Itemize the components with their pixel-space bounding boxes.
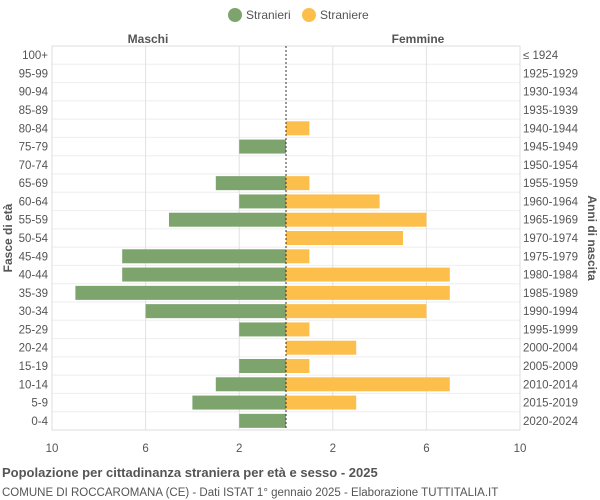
birth-year-label: 1935-1939 <box>523 105 578 117</box>
age-group-label: 80-84 <box>19 123 49 135</box>
birth-year-label: 2005-2009 <box>523 361 578 373</box>
x-tick-label: 10 <box>46 443 59 455</box>
x-tick-label: 2 <box>236 443 242 455</box>
bar-straniere-80-84 <box>286 121 310 136</box>
birth-year-label: 1980-1984 <box>523 270 579 282</box>
bar-straniere-40-44 <box>286 267 450 282</box>
legend: Stranieri Straniere <box>228 8 369 22</box>
x-tick-label: 6 <box>423 443 429 455</box>
age-group-label: 50-54 <box>19 233 49 245</box>
birth-year-labels: ≤ 1924 1925-1929 1930-1934 1935-1939 1940-19… <box>523 50 579 428</box>
bar-straniere-60-64 <box>286 194 380 209</box>
age-group-label: 90-94 <box>19 87 49 99</box>
age-group-label: 75-79 <box>19 142 48 154</box>
age-group-label: 35-39 <box>19 288 48 300</box>
birth-year-label: 2020-2024 <box>523 416 579 428</box>
birth-year-label: 1955-1959 <box>523 178 578 190</box>
birth-year-label: 1940-1944 <box>523 123 579 135</box>
bar-straniere-50-54 <box>286 231 403 245</box>
bar-straniere-20-24 <box>286 340 357 355</box>
legend-marker-stranieri <box>228 8 242 22</box>
bar-stranieri-60-64 <box>239 194 286 209</box>
birth-year-label: 1950-1954 <box>523 160 579 172</box>
birth-year-label: 1990-1994 <box>523 306 579 318</box>
bar-straniere-10-14 <box>286 377 450 392</box>
birth-year-label: 1925-1929 <box>523 68 578 80</box>
age-group-label: 85-89 <box>19 105 48 117</box>
birth-year-label: 1975-1979 <box>523 251 578 263</box>
age-group-label: 20-24 <box>19 343 49 355</box>
age-group-label: 10-14 <box>19 379 49 391</box>
bar-stranieri-35-39 <box>75 285 287 300</box>
birth-year-label: 2000-2004 <box>523 343 579 355</box>
birth-year-label: ≤ 1924 <box>523 50 559 62</box>
birth-year-label: 2010-2014 <box>523 379 579 391</box>
birth-year-label: 2015-2019 <box>523 398 578 410</box>
left-group-label: Maschi <box>128 32 169 46</box>
age-group-label: 100+ <box>22 50 48 62</box>
x-tick-label: 10 <box>514 443 527 455</box>
bars <box>75 121 450 428</box>
birth-year-label: 1985-1989 <box>523 288 578 300</box>
age-group-label: 65-69 <box>19 178 48 190</box>
age-group-label: 45-49 <box>19 251 48 263</box>
bar-stranieri-75-79 <box>239 139 286 154</box>
legend-marker-straniere <box>302 8 316 22</box>
legend-label-stranieri: Stranieri <box>246 8 291 22</box>
age-group-label: 95-99 <box>19 68 48 80</box>
birth-year-label: 1945-1949 <box>523 142 578 154</box>
age-group-label: 60-64 <box>19 196 49 208</box>
x-tick-label: 6 <box>142 443 148 455</box>
bar-straniere-25-29 <box>286 322 310 337</box>
age-group-label: 40-44 <box>19 270 49 282</box>
age-group-label: 30-34 <box>19 306 49 318</box>
bar-straniere-45-49 <box>286 249 310 264</box>
birth-year-label: 1970-1974 <box>523 233 579 245</box>
bar-stranieri-65-69 <box>215 176 286 191</box>
bar-stranieri-30-34 <box>145 304 286 319</box>
age-group-label: 70-74 <box>19 160 49 172</box>
bar-straniere-65-69 <box>286 176 310 191</box>
bar-stranieri-45-49 <box>122 249 286 264</box>
y-axis-title-right: Anni di nascita <box>585 195 599 281</box>
bar-straniere-30-34 <box>286 304 427 319</box>
age-group-label: 55-59 <box>19 215 48 227</box>
bar-stranieri-10-14 <box>215 377 286 392</box>
birth-year-label: 1930-1934 <box>523 87 579 99</box>
x-tick-labels: 2 2 6 6 10 10 <box>46 443 527 455</box>
right-group-label: Femmine <box>392 32 445 46</box>
x-tick-label: 2 <box>330 443 336 455</box>
y-axis-title-left: Fasce di età <box>1 203 15 272</box>
bar-stranieri-0-4 <box>239 413 286 428</box>
birth-year-label: 1965-1969 <box>523 215 578 227</box>
bar-stranieri-15-19 <box>239 359 286 373</box>
bar-stranieri-5-9 <box>192 395 286 410</box>
age-group-label: 0-4 <box>31 416 48 428</box>
age-group-label: 25-29 <box>19 324 48 336</box>
legend-label-straniere: Straniere <box>320 8 369 22</box>
bar-stranieri-25-29 <box>239 322 286 337</box>
age-group-label: 5-9 <box>31 398 48 410</box>
bar-straniere-35-39 <box>286 285 450 300</box>
chart-title: Popolazione per cittadinanza straniera p… <box>2 465 378 480</box>
bar-straniere-5-9 <box>286 395 357 410</box>
bar-stranieri-55-59 <box>169 212 286 227</box>
age-group-label: 15-19 <box>19 361 48 373</box>
birth-year-label: 1960-1964 <box>523 196 579 208</box>
birth-year-label: 1995-1999 <box>523 324 578 336</box>
chart-subtitle: COMUNE DI ROCCAROMANA (CE) - Dati ISTAT … <box>2 487 498 499</box>
age-group-labels: 100+ 95-99 90-94 85-89 80-84 75-79 70-74 65-69 6… <box>19 50 49 428</box>
bar-straniere-55-59 <box>286 212 427 227</box>
bar-straniere-15-19 <box>286 359 310 373</box>
bar-stranieri-40-44 <box>122 267 286 282</box>
